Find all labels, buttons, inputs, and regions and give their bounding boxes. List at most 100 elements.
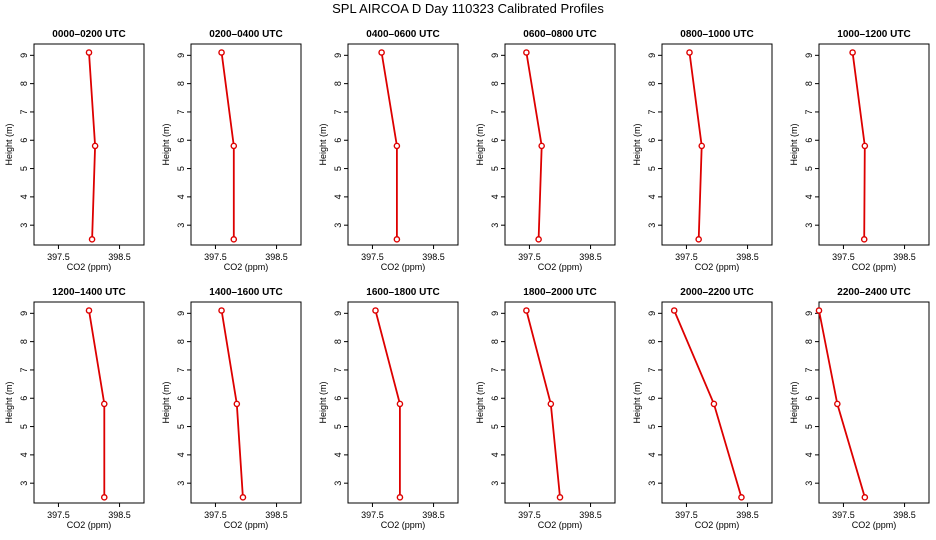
panel-title: 1000–1200 UTC xyxy=(837,29,910,40)
plot-frame xyxy=(661,301,773,504)
data-point xyxy=(834,400,841,408)
x-tick-label: 398.5 xyxy=(579,510,602,520)
x-axis-label: CO2 (ppm) xyxy=(224,262,269,272)
y-axis-label: Height (m) xyxy=(318,381,328,423)
y-tick-label: 7 xyxy=(647,109,657,114)
y-tick-label: 4 xyxy=(19,452,29,457)
y-tick-label: 9 xyxy=(647,311,657,316)
y-tick-label: 9 xyxy=(804,53,814,58)
data-point xyxy=(91,142,99,150)
y-tick-label: 6 xyxy=(490,396,500,401)
y-tick-label: 6 xyxy=(647,138,657,143)
y-tick-label: 6 xyxy=(804,138,814,143)
x-tick-label: 398.5 xyxy=(736,510,759,520)
panel-title: 0200–0400 UTC xyxy=(209,29,282,40)
x-tick-label: 398.5 xyxy=(265,510,288,520)
y-tick-label: 5 xyxy=(333,166,343,171)
y-tick-label: 5 xyxy=(333,424,343,429)
y-tick-label: 3 xyxy=(333,223,343,228)
y-tick-label: 4 xyxy=(176,194,186,199)
panel-title: 1600–1800 UTC xyxy=(366,287,439,298)
panel-title: 2000–2200 UTC xyxy=(680,287,753,298)
y-axis-label: Height (m) xyxy=(161,381,171,423)
x-tick-label: 398.5 xyxy=(736,252,759,262)
x-tick-label: 397.5 xyxy=(204,252,227,262)
data-point xyxy=(861,142,869,150)
y-tick-label: 7 xyxy=(176,367,186,372)
x-tick-label: 397.5 xyxy=(361,510,384,520)
x-tick-label: 397.5 xyxy=(518,252,541,262)
x-axis-label: CO2 (ppm) xyxy=(381,262,426,272)
data-point xyxy=(85,49,93,56)
y-tick-label: 4 xyxy=(176,452,186,457)
x-tick-label: 397.5 xyxy=(675,252,698,262)
data-point xyxy=(695,236,702,243)
y-tick-label: 7 xyxy=(19,109,29,114)
data-point xyxy=(100,494,108,501)
x-axis-label: CO2 (ppm) xyxy=(224,520,269,530)
y-tick-label: 3 xyxy=(647,223,657,228)
data-point xyxy=(556,494,564,501)
y-tick-label: 4 xyxy=(490,452,500,457)
y-tick-label: 8 xyxy=(176,81,186,86)
y-tick-label: 4 xyxy=(333,452,343,457)
y-tick-label: 3 xyxy=(804,223,814,228)
y-tick-label: 5 xyxy=(19,424,29,429)
x-axis-label: CO2 (ppm) xyxy=(67,262,112,272)
panel-title: 0000–0200 UTC xyxy=(52,29,125,40)
x-tick-label: 398.5 xyxy=(893,252,916,262)
data-point xyxy=(815,307,823,314)
y-tick-label: 6 xyxy=(176,138,186,143)
x-tick-label: 397.5 xyxy=(518,510,541,520)
x-axis-label: CO2 (ppm) xyxy=(381,520,426,530)
x-axis-label: CO2 (ppm) xyxy=(695,262,740,272)
x-tick-label: 398.5 xyxy=(422,252,445,262)
y-tick-label: 8 xyxy=(490,339,500,344)
data-point xyxy=(670,307,678,314)
x-tick-label: 398.5 xyxy=(893,510,916,520)
y-tick-label: 9 xyxy=(490,311,500,316)
y-tick-label: 7 xyxy=(490,109,500,114)
y-tick-label: 3 xyxy=(333,481,343,486)
data-point xyxy=(100,400,108,408)
y-tick-label: 8 xyxy=(490,81,500,86)
y-tick-label: 5 xyxy=(804,166,814,171)
y-tick-label: 3 xyxy=(490,481,500,486)
data-point xyxy=(218,49,225,56)
y-tick-label: 5 xyxy=(19,166,29,171)
y-tick-label: 5 xyxy=(176,166,186,171)
plot-frame xyxy=(818,43,930,246)
data-point xyxy=(393,236,401,243)
y-tick-label: 9 xyxy=(333,311,343,316)
data-point xyxy=(523,307,530,314)
y-tick-label: 5 xyxy=(490,424,500,429)
series-line xyxy=(525,310,561,498)
panel-title: 0600–0800 UTC xyxy=(523,29,596,40)
data-point xyxy=(396,400,404,408)
y-tick-label: 7 xyxy=(333,367,343,372)
y-axis-label: Height (m) xyxy=(789,123,799,165)
y-tick-label: 3 xyxy=(176,223,186,228)
y-tick-label: 4 xyxy=(804,452,814,457)
y-tick-label: 4 xyxy=(333,194,343,199)
panel-title: 1800–2000 UTC xyxy=(523,287,596,298)
plot-frame xyxy=(33,43,145,246)
y-tick-label: 7 xyxy=(490,367,500,372)
y-tick-label: 6 xyxy=(490,138,500,143)
data-point xyxy=(230,142,238,150)
plot-frame xyxy=(661,43,773,246)
x-tick-label: 398.5 xyxy=(422,510,445,520)
y-axis-label: Height (m) xyxy=(789,381,799,423)
y-tick-label: 5 xyxy=(490,166,500,171)
y-axis-label: Height (m) xyxy=(632,381,642,423)
y-axis-label: Height (m) xyxy=(475,123,485,165)
y-tick-label: 3 xyxy=(176,481,186,486)
data-point xyxy=(230,236,238,243)
